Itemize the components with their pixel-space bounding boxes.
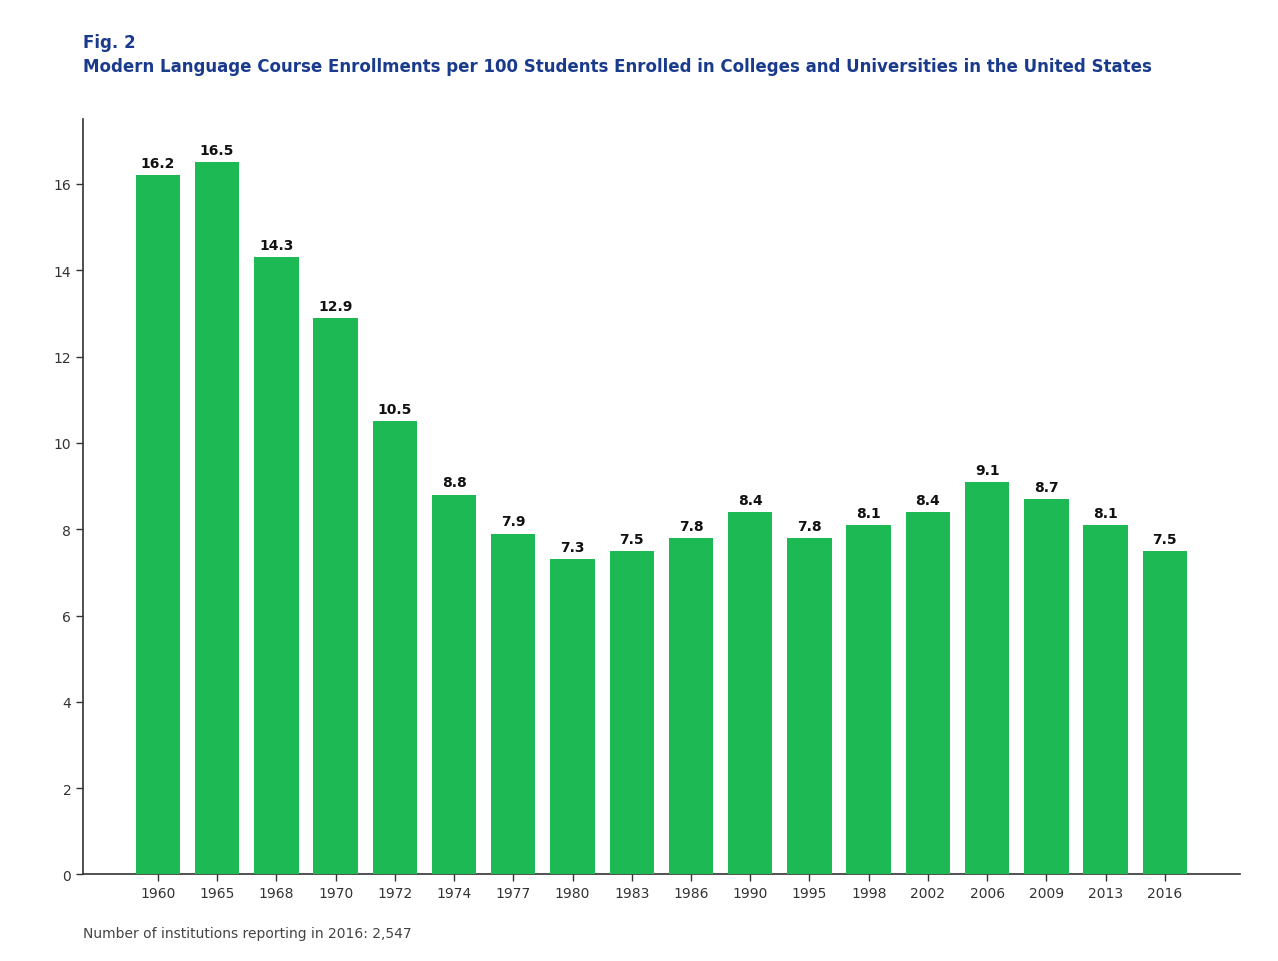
Text: 7.5: 7.5 (1153, 532, 1177, 546)
Text: 16.2: 16.2 (141, 157, 175, 171)
Text: 12.9: 12.9 (318, 299, 353, 313)
Bar (432, 495, 477, 875)
Bar (373, 422, 417, 875)
Bar (906, 512, 950, 875)
Text: 10.5: 10.5 (377, 403, 412, 417)
Bar (787, 538, 832, 875)
Bar (551, 560, 594, 875)
Text: 16.5: 16.5 (199, 144, 234, 158)
Bar (313, 318, 358, 875)
Text: 7.8: 7.8 (797, 519, 822, 533)
Bar (1084, 526, 1128, 875)
Text: 8.8: 8.8 (442, 476, 466, 490)
Text: 7.3: 7.3 (560, 541, 585, 554)
Text: 8.4: 8.4 (737, 493, 763, 507)
Bar (491, 534, 535, 875)
Bar (668, 538, 713, 875)
Bar (254, 259, 299, 875)
Text: Number of institutions reporting in 2016: 2,547: Number of institutions reporting in 2016… (83, 925, 412, 940)
Text: 8.1: 8.1 (1093, 506, 1118, 520)
Text: 8.4: 8.4 (915, 493, 941, 507)
Bar (1024, 500, 1068, 875)
Text: 7.9: 7.9 (501, 515, 525, 529)
Bar (135, 176, 180, 875)
Text: Modern Language Course Enrollments per 100 Students Enrolled in Colleges and Uni: Modern Language Course Enrollments per 1… (83, 58, 1151, 76)
Text: 7.5: 7.5 (620, 532, 644, 546)
Bar (728, 512, 772, 875)
Text: Fig. 2: Fig. 2 (83, 34, 135, 52)
Text: 7.8: 7.8 (679, 519, 703, 533)
Text: 14.3: 14.3 (259, 239, 294, 253)
Text: 9.1: 9.1 (975, 463, 999, 477)
Text: 8.7: 8.7 (1034, 480, 1058, 494)
Bar (1143, 552, 1187, 875)
Bar (965, 482, 1010, 875)
Text: 8.1: 8.1 (856, 506, 881, 520)
Bar (194, 163, 239, 875)
Bar (846, 526, 891, 875)
Bar (610, 552, 654, 875)
